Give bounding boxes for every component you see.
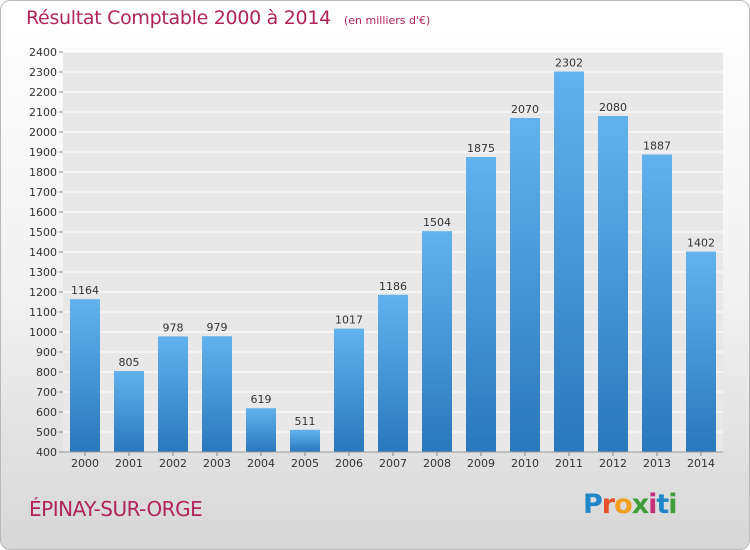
- bar-2002: [158, 336, 188, 452]
- x-tick-label-2014: 2014: [687, 457, 715, 470]
- y-tick-label: 600: [36, 406, 57, 419]
- city-name: ÉPINAY-SUR-ORGE: [29, 497, 203, 521]
- logo-letter: P: [583, 489, 603, 520]
- y-tick-label: 2400: [29, 46, 57, 59]
- y-tick-label: 1100: [29, 306, 57, 319]
- logo-letter: x: [631, 489, 649, 520]
- bar-2010: [510, 118, 540, 452]
- logo-letter: t: [656, 489, 669, 520]
- y-tick-label: 1400: [29, 246, 57, 259]
- value-label-2010: 2070: [511, 103, 539, 116]
- y-tick-label: 1900: [29, 146, 57, 159]
- x-tick-label-2008: 2008: [423, 457, 451, 470]
- y-tick-label: 2200: [29, 86, 57, 99]
- y-tick-label: 2300: [29, 66, 57, 79]
- bar-2006: [334, 328, 364, 452]
- bar-2007: [378, 294, 408, 452]
- y-tick-label: 2000: [29, 126, 57, 139]
- y-tick-label: 400: [36, 446, 57, 459]
- y-tick-label: 1600: [29, 206, 57, 219]
- proxiti-logo: Proxiti: [583, 489, 678, 520]
- bars: [70, 71, 716, 452]
- value-label-2011: 2302: [555, 57, 583, 70]
- x-tick-label-2001: 2001: [115, 457, 143, 470]
- y-tick-label: 900: [36, 346, 57, 359]
- logo-letter: i: [668, 489, 677, 520]
- bar-2004: [246, 408, 276, 452]
- bar-2000: [70, 299, 100, 452]
- chart-subtitle: (en milliers d'€): [343, 14, 431, 27]
- x-tick-label-2007: 2007: [379, 457, 407, 470]
- y-tick-label: 500: [36, 426, 57, 439]
- chart-title: Résultat Comptable 2000 à 2014: [26, 7, 331, 29]
- x-tick-label-2012: 2012: [599, 457, 627, 470]
- value-label-2014: 1402: [687, 237, 715, 250]
- title-row: Résultat Comptable 2000 à 2014 (en milli…: [26, 7, 430, 29]
- bar-2013: [642, 154, 672, 452]
- y-axis-ticks: 400 500 600 700 800 900 1000 1100 1200 1300 1400 15…: [29, 46, 63, 459]
- x-tick-label-2013: 2013: [643, 457, 671, 470]
- x-axis-ticks: 2000 2001 2002 2003 2004 2005 2006 2007 2008 2009…: [71, 452, 715, 470]
- bar-2012: [598, 116, 628, 452]
- value-labels: 1164 805 978 979 619 511 1017 1186 1504 1875 2070 2…: [71, 57, 715, 428]
- bar-2014: [686, 251, 716, 452]
- value-label-2003: 979: [207, 321, 228, 334]
- logo-letter: i: [648, 489, 657, 520]
- x-tick-label-2000: 2000: [71, 457, 99, 470]
- x-tick-label-2011: 2011: [555, 457, 583, 470]
- x-tick-label-2006: 2006: [335, 457, 363, 470]
- bar-2003: [202, 336, 232, 452]
- value-label-2000: 1164: [71, 284, 99, 297]
- y-tick-label: 1200: [29, 286, 57, 299]
- y-tick-label: 800: [36, 366, 57, 379]
- x-tick-label-2003: 2003: [203, 457, 231, 470]
- value-label-2009: 1875: [467, 142, 495, 155]
- bar-2001: [114, 371, 144, 452]
- value-label-2008: 1504: [423, 216, 451, 229]
- bar-2008: [422, 231, 452, 452]
- y-tick-label: 1500: [29, 226, 57, 239]
- y-tick-label: 1700: [29, 186, 57, 199]
- bar-2009: [466, 157, 496, 452]
- value-label-2001: 805: [119, 356, 140, 369]
- y-tick-label: 2100: [29, 106, 57, 119]
- logo-letter: r: [601, 489, 615, 520]
- x-tick-label-2010: 2010: [511, 457, 539, 470]
- y-tick-label: 1800: [29, 166, 57, 179]
- value-label-2005: 511: [295, 415, 316, 428]
- value-label-2013: 1887: [643, 140, 671, 153]
- x-tick-label-2002: 2002: [159, 457, 187, 470]
- y-tick-label: 1300: [29, 266, 57, 279]
- logo-letter: o: [614, 489, 633, 520]
- y-tick-label: 1000: [29, 326, 57, 339]
- value-label-2004: 619: [251, 393, 272, 406]
- value-label-2006: 1017: [335, 314, 363, 327]
- x-tick-label-2009: 2009: [467, 457, 495, 470]
- y-tick-label: 700: [36, 386, 57, 399]
- value-label-2002: 978: [163, 321, 184, 334]
- value-label-2007: 1186: [379, 280, 407, 293]
- bar-2011: [554, 71, 584, 452]
- x-tick-label-2005: 2005: [291, 457, 319, 470]
- x-tick-label-2004: 2004: [247, 457, 275, 470]
- bar-2005: [290, 429, 320, 452]
- value-label-2012: 2080: [599, 101, 627, 114]
